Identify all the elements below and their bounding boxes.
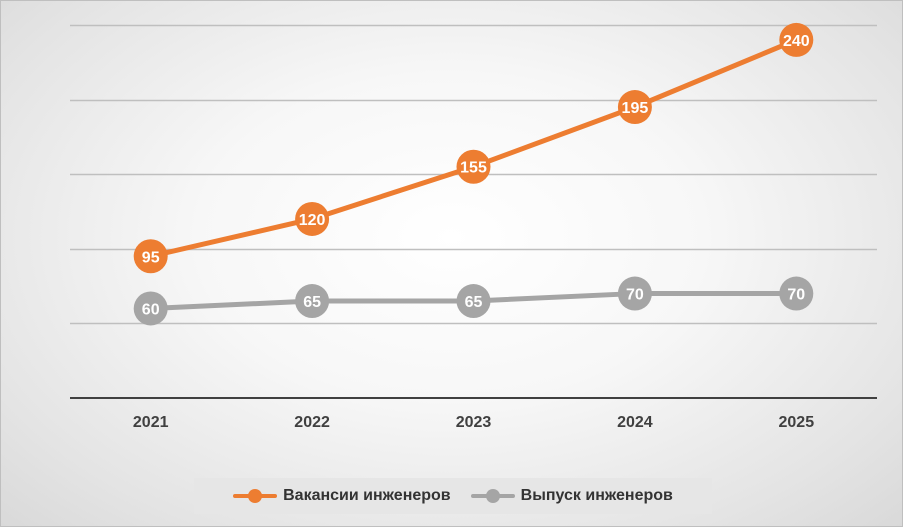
data-label: 120 [299,212,326,229]
data-label: 65 [465,294,483,311]
data-label: 60 [142,301,160,318]
legend-label-graduates: Выпуск инженеров [520,487,673,504]
legend-marker-vacancies-icon [233,489,278,503]
data-point [617,90,652,125]
x-tick-label: 2025 [779,414,815,431]
data-label: 240 [783,33,810,50]
data-label: 70 [787,287,805,304]
series-1: 95 120 155 195 240 [133,22,814,274]
data-label: 95 [142,249,160,266]
data-label: 155 [460,160,487,177]
data-point [295,284,330,319]
data-point [133,239,168,274]
legend-marker-graduates-icon [470,489,515,503]
data-label: 195 [622,100,649,117]
data-label: 70 [626,287,644,304]
data-point [779,276,814,311]
data-point [133,291,168,326]
x-tick-label: 2022 [294,414,330,431]
data-point [295,201,330,236]
data-point [779,22,814,57]
x-tick-label: 2023 [456,414,492,431]
data-point [617,276,652,311]
data-label: 65 [303,294,321,311]
legend-dot [248,489,263,503]
legend-item-vacancies: Вакансии инженеров [233,487,451,505]
legend-dot [485,489,500,503]
x-tick-label: 2024 [617,414,653,431]
series-line [148,37,799,259]
legend-label-vacancies: Вакансии инженеров [283,487,451,504]
legend: Вакансии инженеров Выпуск инженеров [194,478,712,514]
data-point [456,284,491,319]
data-point [456,149,491,184]
legend-item-graduates: Выпуск инженеров [470,487,673,505]
series-layer: 95 120 155 195 240 60 65 65 70 70 [133,22,814,326]
series-2: 60 65 65 70 70 [133,276,814,326]
x-tick-label: 2021 [133,414,169,431]
x-axis: 2021 2022 2023 2024 2025 [70,397,877,431]
